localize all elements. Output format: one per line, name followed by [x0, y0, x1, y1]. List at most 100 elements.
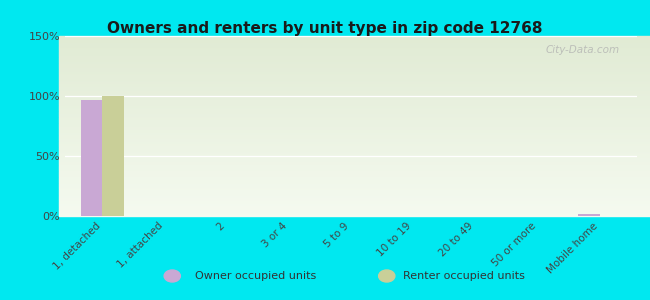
Bar [65, 140, 637, 142]
Bar [58, 181, 650, 182]
Bar [58, 116, 650, 118]
Bar [65, 95, 637, 96]
Bar [65, 77, 637, 78]
Bar [58, 164, 650, 166]
Bar [65, 36, 637, 37]
Bar [58, 206, 650, 208]
Bar [65, 103, 637, 104]
Bar [58, 72, 650, 73]
Bar [58, 130, 650, 131]
Bar [578, 214, 600, 216]
Bar [58, 73, 650, 74]
Bar [58, 102, 650, 103]
Bar [65, 85, 637, 86]
Bar [65, 82, 637, 83]
Bar [65, 179, 637, 180]
Bar [65, 188, 637, 190]
Bar [65, 175, 637, 176]
Bar [65, 74, 637, 76]
Bar [65, 80, 637, 82]
Bar [65, 128, 637, 130]
Bar [58, 42, 650, 43]
Bar [81, 100, 102, 216]
Bar [65, 47, 637, 48]
Text: Owner occupied units: Owner occupied units [195, 271, 317, 281]
Bar [65, 70, 637, 71]
Bar [58, 98, 650, 100]
Bar [65, 156, 637, 157]
Bar [58, 100, 650, 101]
Bar [58, 133, 650, 134]
Bar [58, 80, 650, 82]
Bar [65, 96, 637, 97]
Bar [65, 200, 637, 202]
Bar [65, 137, 637, 138]
Bar [65, 160, 637, 161]
Bar [58, 155, 650, 156]
Bar [65, 119, 637, 120]
Bar [58, 146, 650, 148]
Bar [58, 196, 650, 197]
Bar [58, 103, 650, 104]
Bar [58, 64, 650, 65]
Bar [58, 113, 650, 114]
Bar [65, 173, 637, 174]
Bar [58, 205, 650, 206]
Bar [58, 86, 650, 88]
Bar [58, 145, 650, 146]
Bar [58, 90, 650, 91]
Bar [58, 65, 650, 66]
Bar [58, 56, 650, 58]
Bar [58, 83, 650, 84]
Bar [58, 79, 650, 80]
Bar [58, 185, 650, 186]
Bar [58, 178, 650, 179]
Bar [58, 163, 650, 164]
Bar [65, 211, 637, 212]
Bar [65, 151, 637, 152]
Bar [58, 61, 650, 62]
Bar [58, 110, 650, 112]
Bar [65, 190, 637, 191]
Bar [65, 185, 637, 186]
Bar [58, 137, 650, 138]
Bar [65, 38, 637, 40]
Bar [58, 109, 650, 110]
Bar [58, 112, 650, 113]
Bar [58, 94, 650, 95]
Bar [65, 126, 637, 127]
Bar [65, 71, 637, 72]
Bar [65, 98, 637, 100]
Bar [58, 144, 650, 145]
Bar [65, 109, 637, 110]
Bar [58, 176, 650, 178]
Bar [65, 62, 637, 64]
Bar [58, 85, 650, 86]
Bar [65, 145, 637, 146]
Bar [65, 48, 637, 49]
Bar [65, 101, 637, 102]
Bar [58, 132, 650, 133]
Bar [58, 161, 650, 162]
Bar [65, 138, 637, 139]
Bar [58, 122, 650, 124]
Bar [65, 136, 637, 137]
Bar [65, 49, 637, 50]
Bar [58, 84, 650, 85]
Bar [58, 68, 650, 70]
Bar [65, 144, 637, 145]
Bar [58, 124, 650, 125]
Bar [65, 142, 637, 143]
Bar [65, 86, 637, 88]
Bar [58, 154, 650, 155]
Bar [65, 178, 637, 179]
Bar [58, 50, 650, 52]
Bar [65, 60, 637, 61]
Bar [65, 122, 637, 124]
Bar [65, 199, 637, 200]
Bar [65, 89, 637, 90]
Bar [65, 194, 637, 196]
Bar [65, 83, 637, 84]
Bar [65, 204, 637, 205]
Bar [65, 53, 637, 54]
